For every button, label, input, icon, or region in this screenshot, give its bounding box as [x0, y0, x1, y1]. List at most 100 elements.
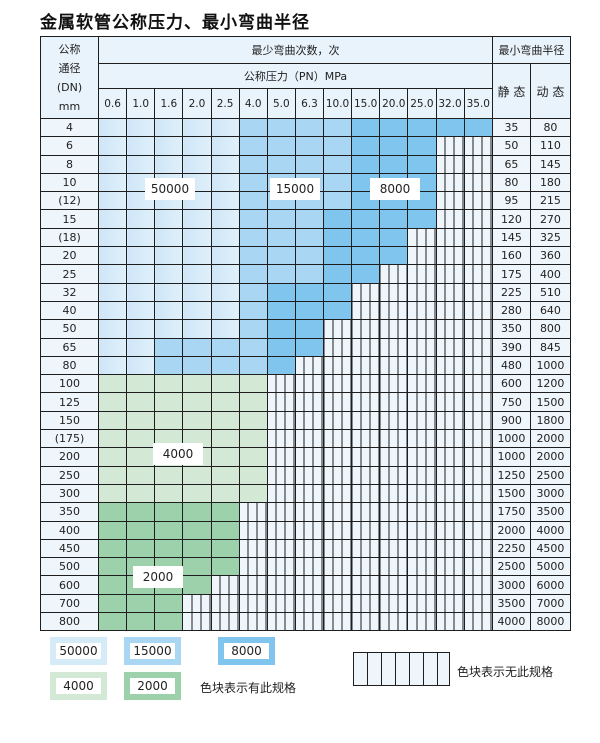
spec-cell-50000	[210, 319, 240, 339]
spec-cell-4000	[97, 465, 128, 485]
dn-cell: 15	[40, 209, 99, 229]
spec-cell-15000	[238, 209, 268, 229]
dn-header-line: mm	[58, 99, 81, 113]
spec-cell-15000	[154, 355, 184, 376]
spec-cell-2000	[97, 520, 128, 540]
no-spec-cell	[379, 483, 409, 504]
no-spec-cell	[351, 575, 381, 595]
dynamic-radius-cell: 800	[529, 319, 571, 339]
spec-cell-15000	[294, 246, 325, 266]
no-spec-cell	[266, 483, 296, 504]
spec-cell-4000	[97, 447, 128, 467]
spec-cell-8000	[351, 136, 381, 156]
dynamic-radius-cell: 110	[529, 136, 571, 156]
no-spec-cell	[407, 227, 437, 248]
no-spec-cell	[407, 538, 437, 559]
no-spec-cell	[463, 355, 493, 376]
pressure-col-header: 6.3	[294, 88, 325, 119]
spec-cell-4000	[182, 410, 212, 431]
spec-cell-50000	[97, 136, 128, 156]
static-radius-cell: 120	[491, 209, 531, 229]
static-radius-cell: 390	[491, 337, 531, 357]
no-spec-cell	[238, 502, 268, 522]
legend-50000: 50000	[50, 637, 107, 665]
spec-cell-50000	[210, 246, 240, 266]
radius-header: 最小弯曲半径	[491, 36, 571, 64]
no-spec-cell	[322, 502, 353, 522]
no-spec-cell	[435, 136, 465, 156]
spec-cell-4000	[154, 410, 184, 431]
static-radius-cell: 1500	[491, 483, 531, 504]
dn-cell: 125	[40, 392, 99, 412]
no-spec-cell	[351, 593, 381, 614]
pressure-col-header: 4.0	[238, 88, 268, 119]
spec-cell-50000	[210, 191, 240, 211]
spec-cell-4000	[126, 465, 156, 485]
spec-cell-8000	[294, 337, 325, 357]
dn-cell: 500	[40, 557, 99, 577]
static-radius-cell: 50	[491, 136, 531, 156]
no-spec-cell	[463, 447, 493, 467]
spec-cell-15000	[182, 337, 212, 357]
spec-cell-50000	[97, 191, 128, 211]
dn-cell: 150	[40, 410, 99, 431]
table-row: 100 600 1200	[40, 374, 571, 394]
spec-cell-8000	[351, 154, 381, 174]
static-radius-cell: 145	[491, 227, 531, 248]
spec-cell-4000	[126, 410, 156, 431]
spec-cell-15000	[322, 191, 353, 211]
no-spec-cell	[435, 392, 465, 412]
spec-cell-4000	[182, 392, 212, 412]
spec-cell-4000	[154, 465, 184, 485]
spec-cell-4000	[238, 410, 268, 431]
spec-cell-8000	[322, 282, 353, 302]
spec-cell-50000	[182, 300, 212, 321]
dn-cell: 10	[40, 172, 99, 193]
table-row: 300 1500 3000	[40, 483, 571, 504]
dynamic-radius-cell: 215	[529, 191, 571, 211]
spec-cell-8000	[407, 209, 437, 229]
table-row: 32 225 510	[40, 282, 571, 302]
spec-cell-50000	[126, 154, 156, 174]
no-spec-cell	[463, 483, 493, 504]
pressure-col-header: 5.0	[266, 88, 296, 119]
spec-cell-50000	[210, 117, 240, 138]
no-spec-cell	[435, 538, 465, 559]
no-spec-cell	[407, 264, 437, 284]
spec-cell-50000	[97, 209, 128, 229]
table-row: 80 480 1000	[40, 355, 571, 376]
no-spec-cell	[351, 410, 381, 431]
spec-cell-4000	[97, 392, 128, 412]
spec-cell-8000	[322, 300, 353, 321]
spec-cell-8000	[407, 117, 437, 138]
pressure-col-header: 2.5	[210, 88, 240, 119]
pressure-col-header: 1.6	[154, 88, 184, 119]
spec-cell-4000	[126, 483, 156, 504]
no-spec-cell	[463, 502, 493, 522]
spec-cell-4000	[154, 374, 184, 394]
spec-cell-8000	[379, 246, 409, 266]
spec-cell-50000	[182, 264, 212, 284]
spec-cell-50000	[97, 117, 128, 138]
pressure-col-header: 32.0	[435, 88, 465, 119]
no-spec-cell	[407, 319, 437, 339]
static-radius-cell: 1750	[491, 502, 531, 522]
no-spec-cell	[379, 593, 409, 614]
spec-cell-8000	[435, 117, 465, 138]
spec-cell-50000	[154, 136, 184, 156]
dn-cell: (12)	[40, 191, 99, 211]
no-spec-cell	[463, 264, 493, 284]
dynamic-radius-cell: 8000	[529, 612, 571, 632]
table-row: 50 350 800	[40, 319, 571, 339]
no-spec-cell	[407, 337, 437, 357]
spec-cell-8000	[407, 136, 437, 156]
dn-cell: 450	[40, 538, 99, 559]
region-label-50000: 50000	[145, 178, 195, 200]
dynamic-radius-cell: 3000	[529, 483, 571, 504]
no-spec-cell	[294, 355, 325, 376]
pressure-col-header: 20.0	[379, 88, 409, 119]
spec-cell-50000	[126, 209, 156, 229]
spec-cell-50000	[97, 337, 128, 357]
spec-cell-2000	[154, 502, 184, 522]
no-spec-cell	[407, 575, 437, 595]
